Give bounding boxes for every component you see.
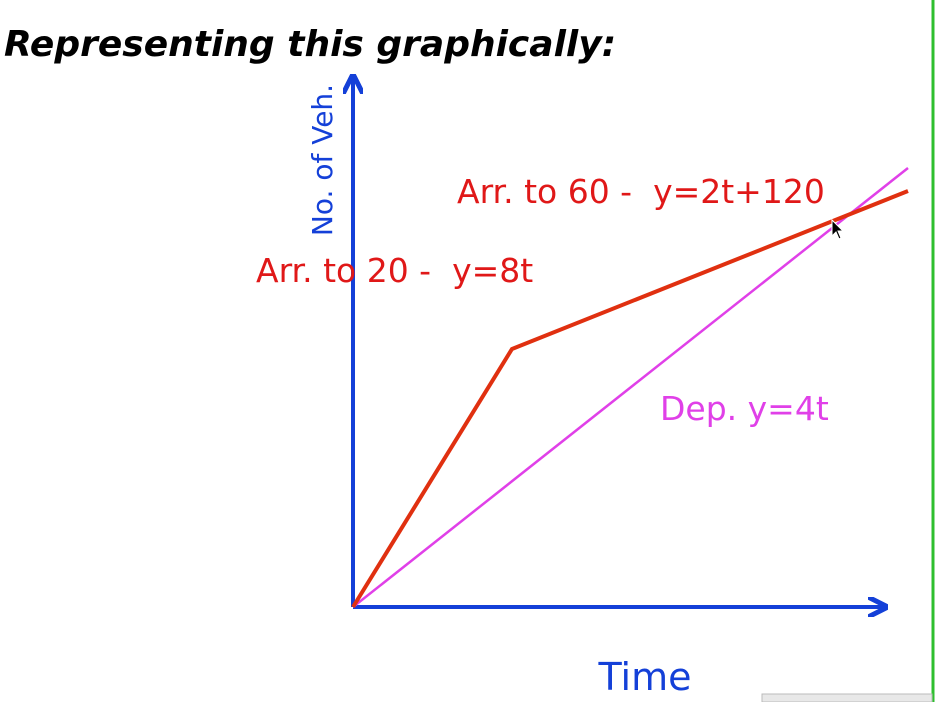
departure-label: Dep. y=4t	[660, 389, 829, 428]
y-axis-label: No. of Veh.	[306, 84, 339, 236]
arrival-line	[351, 189, 909, 609]
mouse-cursor	[831, 218, 845, 240]
x-axis-label: Time	[598, 655, 692, 699]
departure-line	[352, 167, 909, 608]
arrival-20-label: Arr. to 20 - y=8t	[256, 251, 533, 290]
title: Representing this graphically:	[4, 24, 616, 65]
arrival-60-label: Arr. to 60 - y=2t+120	[457, 172, 825, 211]
taskbar-fragment	[761, 693, 933, 702]
